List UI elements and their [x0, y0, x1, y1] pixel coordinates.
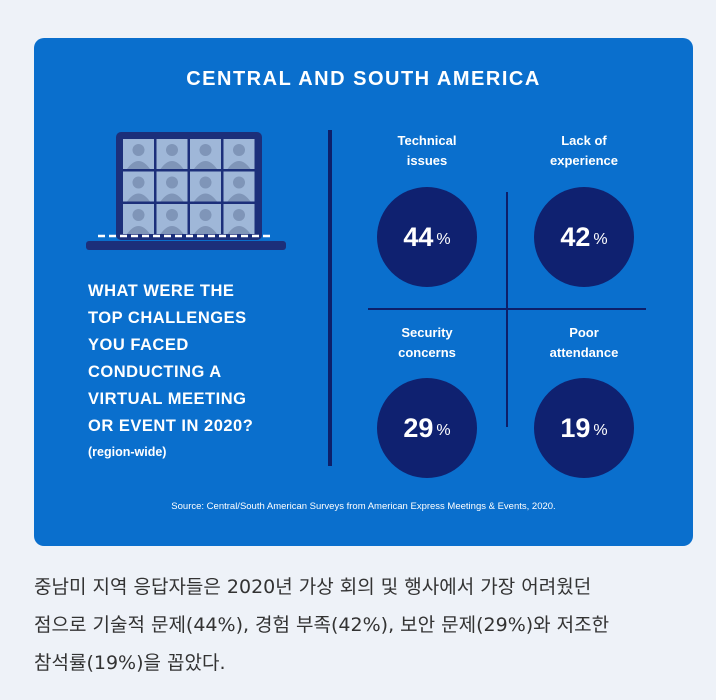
participant-head-icon: [233, 176, 245, 189]
korean-caption: 중남미 지역 응답자들은 2020년 가상 회의 및 행사에서 가장 어려웠던 …: [34, 568, 706, 682]
region-note: (region-wide): [88, 445, 167, 459]
value-circle-poor-attendance: 19%: [534, 378, 634, 478]
participant-body-icon: [160, 193, 184, 202]
participant-head-icon: [132, 176, 145, 189]
participant-head-icon: [166, 209, 178, 221]
question-line: TOP CHALLENGES: [88, 309, 247, 327]
infographic-card: CENTRAL AND SOUTH AMERICA WHAT WERE THE …: [34, 38, 693, 546]
value-circle-lack-of-experience: 42%: [534, 187, 634, 287]
infographic-title: CENTRAL AND SOUTH AMERICA: [186, 68, 541, 90]
participant-body-icon: [127, 161, 150, 169]
caption-line: 중남미 지역 응답자들은 2020년 가상 회의 및 행사에서 가장 어려웠던: [34, 576, 592, 598]
value-unit: %: [436, 422, 451, 439]
participant-head-icon: [233, 209, 245, 221]
value-unit: %: [593, 422, 608, 439]
value-circle-technical-issues: 44%: [377, 187, 477, 287]
challenge-label-poor-attendance: Poor attendance: [549, 325, 619, 360]
participant-body-icon: [160, 161, 184, 169]
participant-body-icon: [194, 193, 217, 202]
participant-head-icon: [132, 144, 145, 156]
value-number: 29: [403, 412, 434, 443]
participant-head-icon: [199, 209, 212, 221]
challenge-label-security-concerns: Security concerns: [398, 325, 456, 360]
vertical-divider: [328, 130, 332, 466]
value-circle-security-concerns: 29%: [377, 378, 477, 478]
question-line: YOU FACED: [88, 336, 189, 354]
participant-body-icon: [160, 226, 184, 234]
value-unit: %: [593, 231, 608, 248]
participant-head-icon: [166, 144, 178, 156]
question-line: OR EVENT IN 2020?: [88, 417, 254, 435]
participant-body-icon: [227, 161, 251, 169]
challenge-label-lack-of-experience: Lack of experience: [550, 133, 618, 168]
question-line: WHAT WERE THE: [88, 282, 235, 300]
participant-head-icon: [233, 144, 245, 156]
video-conference-laptop-icon: [86, 132, 286, 250]
survey-question: WHAT WERE THE TOP CHALLENGES YOU FACED C…: [88, 278, 318, 440]
caption-line: 참석률(19%)을 꼽았다.: [34, 652, 226, 674]
question-line: CONDUCTING A: [88, 363, 222, 381]
participant-head-icon: [199, 144, 212, 156]
caption-line: 점으로 기술적 문제(44%), 경험 부족(42%), 보안 문제(29%)와…: [34, 614, 610, 636]
participant-body-icon: [227, 193, 251, 202]
participant-head-icon: [132, 209, 145, 221]
question-line: VIRTUAL MEETING: [88, 390, 247, 408]
grid-vertical-line: [506, 192, 508, 427]
participant-head-icon: [199, 176, 212, 189]
participant-body-icon: [194, 161, 217, 169]
value-number: 44: [403, 221, 434, 252]
participant-body-icon: [127, 193, 150, 202]
participant-head-icon: [166, 176, 178, 189]
participant-body-icon: [194, 226, 217, 234]
value-number: 42: [560, 221, 591, 252]
source-note: Source: Central/South American Surveys f…: [171, 501, 556, 512]
challenge-label-technical-issues: Technical issues: [397, 133, 457, 168]
participant-body-icon: [227, 226, 251, 234]
value-number: 19: [560, 412, 591, 443]
value-unit: %: [436, 231, 451, 248]
participant-body-icon: [127, 226, 150, 234]
grid-horizontal-line: [368, 308, 646, 310]
